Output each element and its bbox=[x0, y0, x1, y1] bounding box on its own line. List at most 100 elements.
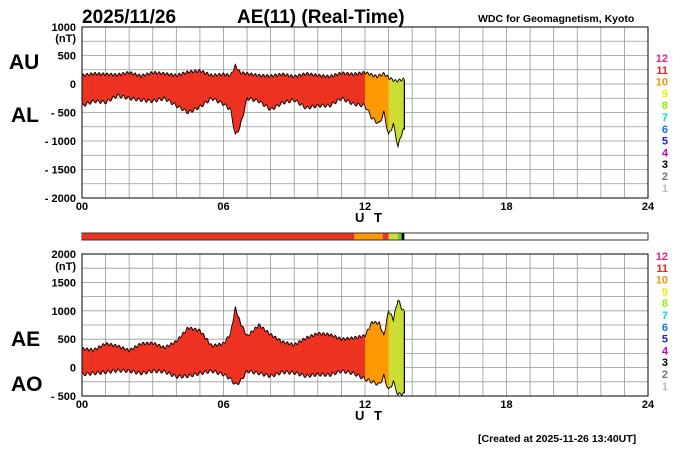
data-bar bbox=[320, 75, 322, 108]
data-bar bbox=[400, 80, 402, 137]
data-bar bbox=[327, 75, 329, 104]
data-bar bbox=[127, 349, 129, 370]
x-tick-label: 00 bbox=[76, 201, 88, 213]
data-bar bbox=[188, 327, 190, 377]
data-bar bbox=[266, 75, 268, 105]
data-bar bbox=[113, 76, 115, 97]
data-bar bbox=[400, 79, 402, 138]
data-bar bbox=[281, 342, 283, 371]
data-bar bbox=[288, 343, 290, 373]
data-bar bbox=[269, 77, 271, 111]
data-bar bbox=[352, 337, 354, 373]
data-bar bbox=[207, 339, 209, 374]
data-bar bbox=[207, 72, 209, 103]
data-bar bbox=[205, 73, 207, 102]
data-bar bbox=[387, 75, 389, 131]
data-bar bbox=[301, 76, 303, 104]
data-bar bbox=[283, 73, 285, 103]
data-bar bbox=[392, 316, 394, 386]
data-bar bbox=[288, 344, 290, 374]
data-bar bbox=[344, 74, 346, 102]
data-bar bbox=[317, 76, 319, 105]
data-bar bbox=[308, 75, 310, 109]
data-bar bbox=[362, 336, 364, 378]
data-bar bbox=[164, 348, 166, 371]
data-bar bbox=[280, 74, 282, 105]
data-bar bbox=[133, 348, 135, 371]
data-bar bbox=[311, 73, 313, 107]
data-bar bbox=[131, 72, 133, 100]
data-bar bbox=[198, 69, 200, 108]
legend-count-label: 6 bbox=[662, 322, 668, 334]
data-bar bbox=[106, 73, 108, 102]
data-bar bbox=[361, 337, 363, 379]
data-bar bbox=[374, 322, 376, 382]
data-bar bbox=[326, 333, 328, 375]
data-bar bbox=[160, 346, 162, 372]
data-bar bbox=[116, 347, 118, 371]
data-bar bbox=[278, 73, 280, 107]
data-bar bbox=[113, 345, 115, 370]
data-bar bbox=[291, 343, 293, 371]
date-title: 2025/11/26 bbox=[82, 7, 176, 28]
data-bar bbox=[308, 74, 310, 108]
data-bar bbox=[176, 341, 178, 378]
data-bar bbox=[100, 347, 102, 374]
progress-segment bbox=[388, 233, 399, 240]
data-bar bbox=[203, 70, 205, 105]
data-bar bbox=[269, 334, 271, 378]
data-bar bbox=[357, 75, 359, 105]
data-bar bbox=[301, 75, 303, 104]
data-bar bbox=[234, 310, 236, 384]
data-bar bbox=[246, 73, 248, 100]
au-al-x-label: U T bbox=[355, 210, 385, 225]
al-label: AL bbox=[11, 104, 39, 127]
data-bar bbox=[402, 310, 404, 394]
data-bar bbox=[221, 75, 223, 102]
data-bar bbox=[313, 336, 315, 376]
data-bar bbox=[214, 344, 216, 371]
data-bar bbox=[204, 72, 206, 104]
data-bar bbox=[267, 74, 269, 107]
data-bar bbox=[246, 334, 248, 371]
data-bar bbox=[140, 77, 142, 102]
data-bar bbox=[307, 336, 309, 375]
data-bar bbox=[245, 334, 247, 373]
data-bar bbox=[127, 71, 129, 98]
data-bar bbox=[290, 76, 292, 103]
data-bar bbox=[86, 74, 88, 105]
data-bar bbox=[347, 337, 349, 371]
data-bar bbox=[212, 76, 214, 101]
data-bar bbox=[161, 74, 163, 101]
data-bar bbox=[84, 75, 86, 106]
x-tick-label: 18 bbox=[500, 399, 512, 411]
data-bar bbox=[394, 80, 396, 129]
data-bar bbox=[195, 328, 197, 374]
data-bar bbox=[367, 329, 369, 379]
data-bar bbox=[146, 342, 148, 374]
data-bar bbox=[370, 323, 372, 383]
data-bar bbox=[296, 75, 298, 101]
data-bar bbox=[97, 348, 99, 372]
data-bar bbox=[298, 75, 300, 103]
data-bar bbox=[240, 321, 241, 381]
data-bar bbox=[330, 334, 332, 376]
progress-segment bbox=[382, 233, 389, 240]
data-bar bbox=[329, 335, 331, 377]
data-bar bbox=[363, 71, 365, 104]
data-bar bbox=[252, 332, 254, 374]
data-bar bbox=[284, 343, 286, 374]
data-bar bbox=[82, 74, 84, 104]
hourly-progress-fill bbox=[82, 233, 405, 240]
data-bar bbox=[211, 74, 213, 99]
data-bar bbox=[110, 343, 112, 373]
data-bar bbox=[313, 336, 315, 375]
data-bar bbox=[178, 339, 180, 377]
data-bar bbox=[370, 325, 372, 382]
data-bar bbox=[280, 75, 282, 104]
data-bar bbox=[350, 73, 352, 105]
data-bar bbox=[84, 350, 86, 376]
legend-count-label: 4 bbox=[662, 147, 669, 159]
data-bar bbox=[111, 343, 113, 373]
data-bar bbox=[130, 348, 132, 374]
